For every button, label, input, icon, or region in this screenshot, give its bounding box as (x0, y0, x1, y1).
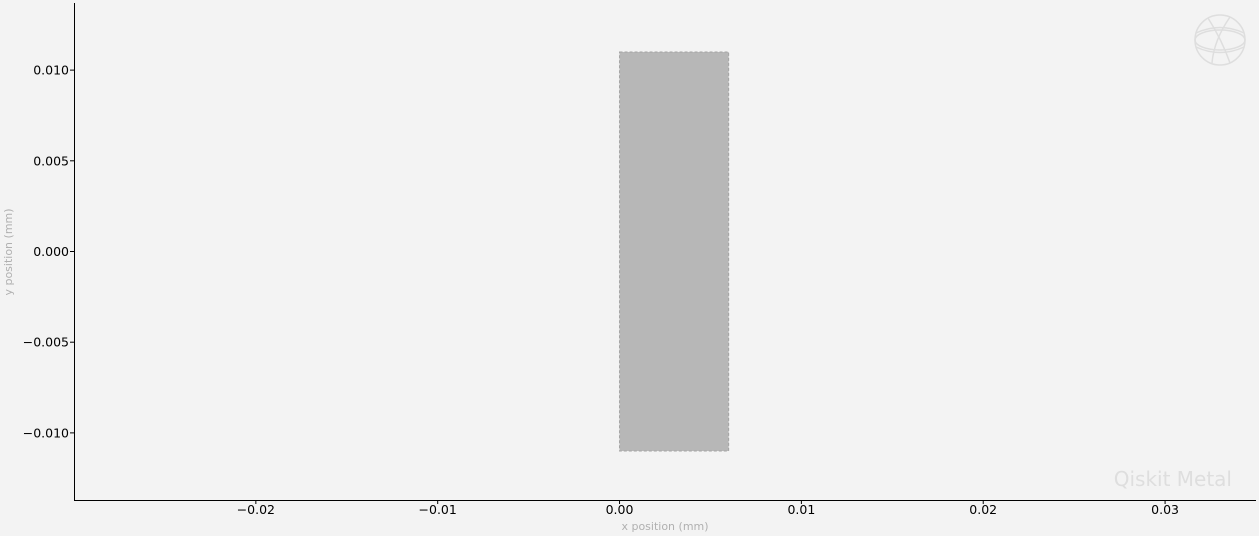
qiskit-globe-icon (1194, 14, 1246, 66)
shape-group (619, 51, 730, 452)
x-tick-label: 0.02 (969, 502, 997, 517)
x-axis-label: x position (mm) (621, 520, 708, 533)
y-tick-label: −0.005 (23, 335, 69, 350)
x-tick-label: −0.02 (237, 502, 275, 517)
y-tick-label: 0.000 (33, 244, 69, 259)
y-tick-label: 0.005 (33, 153, 69, 168)
y-tick-label: 0.010 (33, 63, 69, 78)
x-tick-label: −0.01 (419, 502, 457, 517)
y-tick-group: 0.010 0.005 0.000 −0.005 −0.010 (23, 63, 74, 440)
x-tick-label: 0.01 (787, 502, 815, 517)
y-axis-label: y position (mm) (2, 208, 15, 295)
x-tick-group: −0.02 −0.01 0.00 0.01 0.02 0.03 (237, 500, 1179, 517)
component-rectangle (619, 51, 730, 452)
watermark-text: Qiskit Metal (1114, 467, 1232, 491)
y-tick-label: −0.010 (23, 425, 69, 440)
x-tick-label: 0.03 (1151, 502, 1179, 517)
x-tick-label: 0.00 (606, 502, 634, 517)
